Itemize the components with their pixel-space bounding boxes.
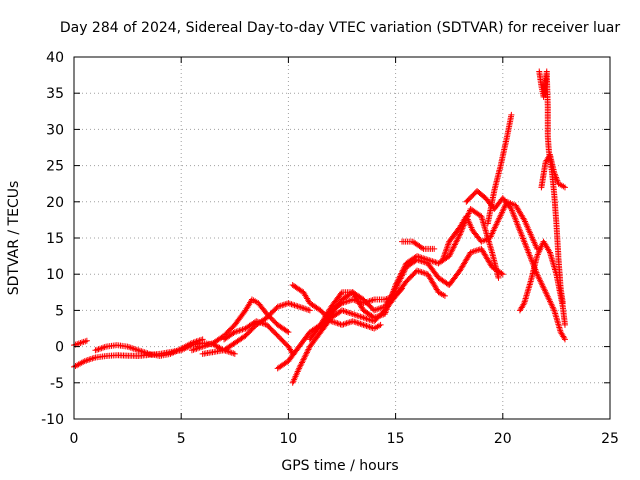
y-tick-label: 40 (46, 50, 64, 66)
point-markers (439, 198, 541, 263)
axis-ticks: 0 5 10 15 20 25 -10 -5 0 5 10 15 20 25 30 35 40 (41, 50, 619, 447)
y-tick-label: 10 (46, 267, 64, 283)
point-markers (536, 68, 566, 307)
data-points (71, 68, 568, 386)
x-tick-label: 0 (70, 431, 79, 447)
point-markers (199, 300, 313, 357)
series-trace-6 (221, 318, 296, 357)
y-tick-label: -5 (50, 376, 64, 392)
series-trace-3 (92, 336, 206, 360)
series-trace-5 (199, 300, 313, 357)
series-trace-13 (439, 198, 541, 263)
x-tick-label: 25 (601, 431, 619, 447)
series-trace-12 (399, 238, 438, 252)
series-trace-15 (484, 111, 515, 227)
y-tick-label: 20 (46, 195, 64, 211)
point-markers (538, 151, 568, 191)
series-trace-17 (536, 68, 566, 307)
chart-title: Day 284 of 2024, Sidereal Day-to-day VTE… (60, 20, 621, 36)
point-markers (306, 206, 502, 343)
series-trace-14 (463, 187, 568, 343)
point-markers (484, 111, 515, 227)
y-tick-label: 25 (46, 159, 64, 175)
point-markers (92, 336, 206, 360)
x-tick-label: 5 (177, 431, 186, 447)
point-markers (221, 318, 296, 357)
y-tick-label: 30 (46, 122, 64, 138)
series-trace-11 (306, 206, 502, 343)
x-axis-label: GPS time / hours (281, 458, 398, 474)
point-markers (463, 187, 568, 343)
y-tick-label: 0 (55, 340, 64, 356)
x-tick-label: 20 (494, 431, 512, 447)
x-tick-label: 10 (279, 431, 297, 447)
y-tick-label: 35 (46, 86, 64, 102)
point-markers (399, 238, 438, 252)
point-markers (188, 296, 292, 354)
y-tick-label: -10 (41, 412, 64, 428)
series-trace-4 (188, 296, 292, 354)
y-tick-label: 15 (46, 231, 64, 247)
y-tick-label: 5 (55, 303, 64, 319)
x-tick-label: 15 (387, 431, 405, 447)
y-axis-label: SDTVAR / TECUs (6, 181, 22, 296)
series-trace-18 (538, 151, 568, 191)
